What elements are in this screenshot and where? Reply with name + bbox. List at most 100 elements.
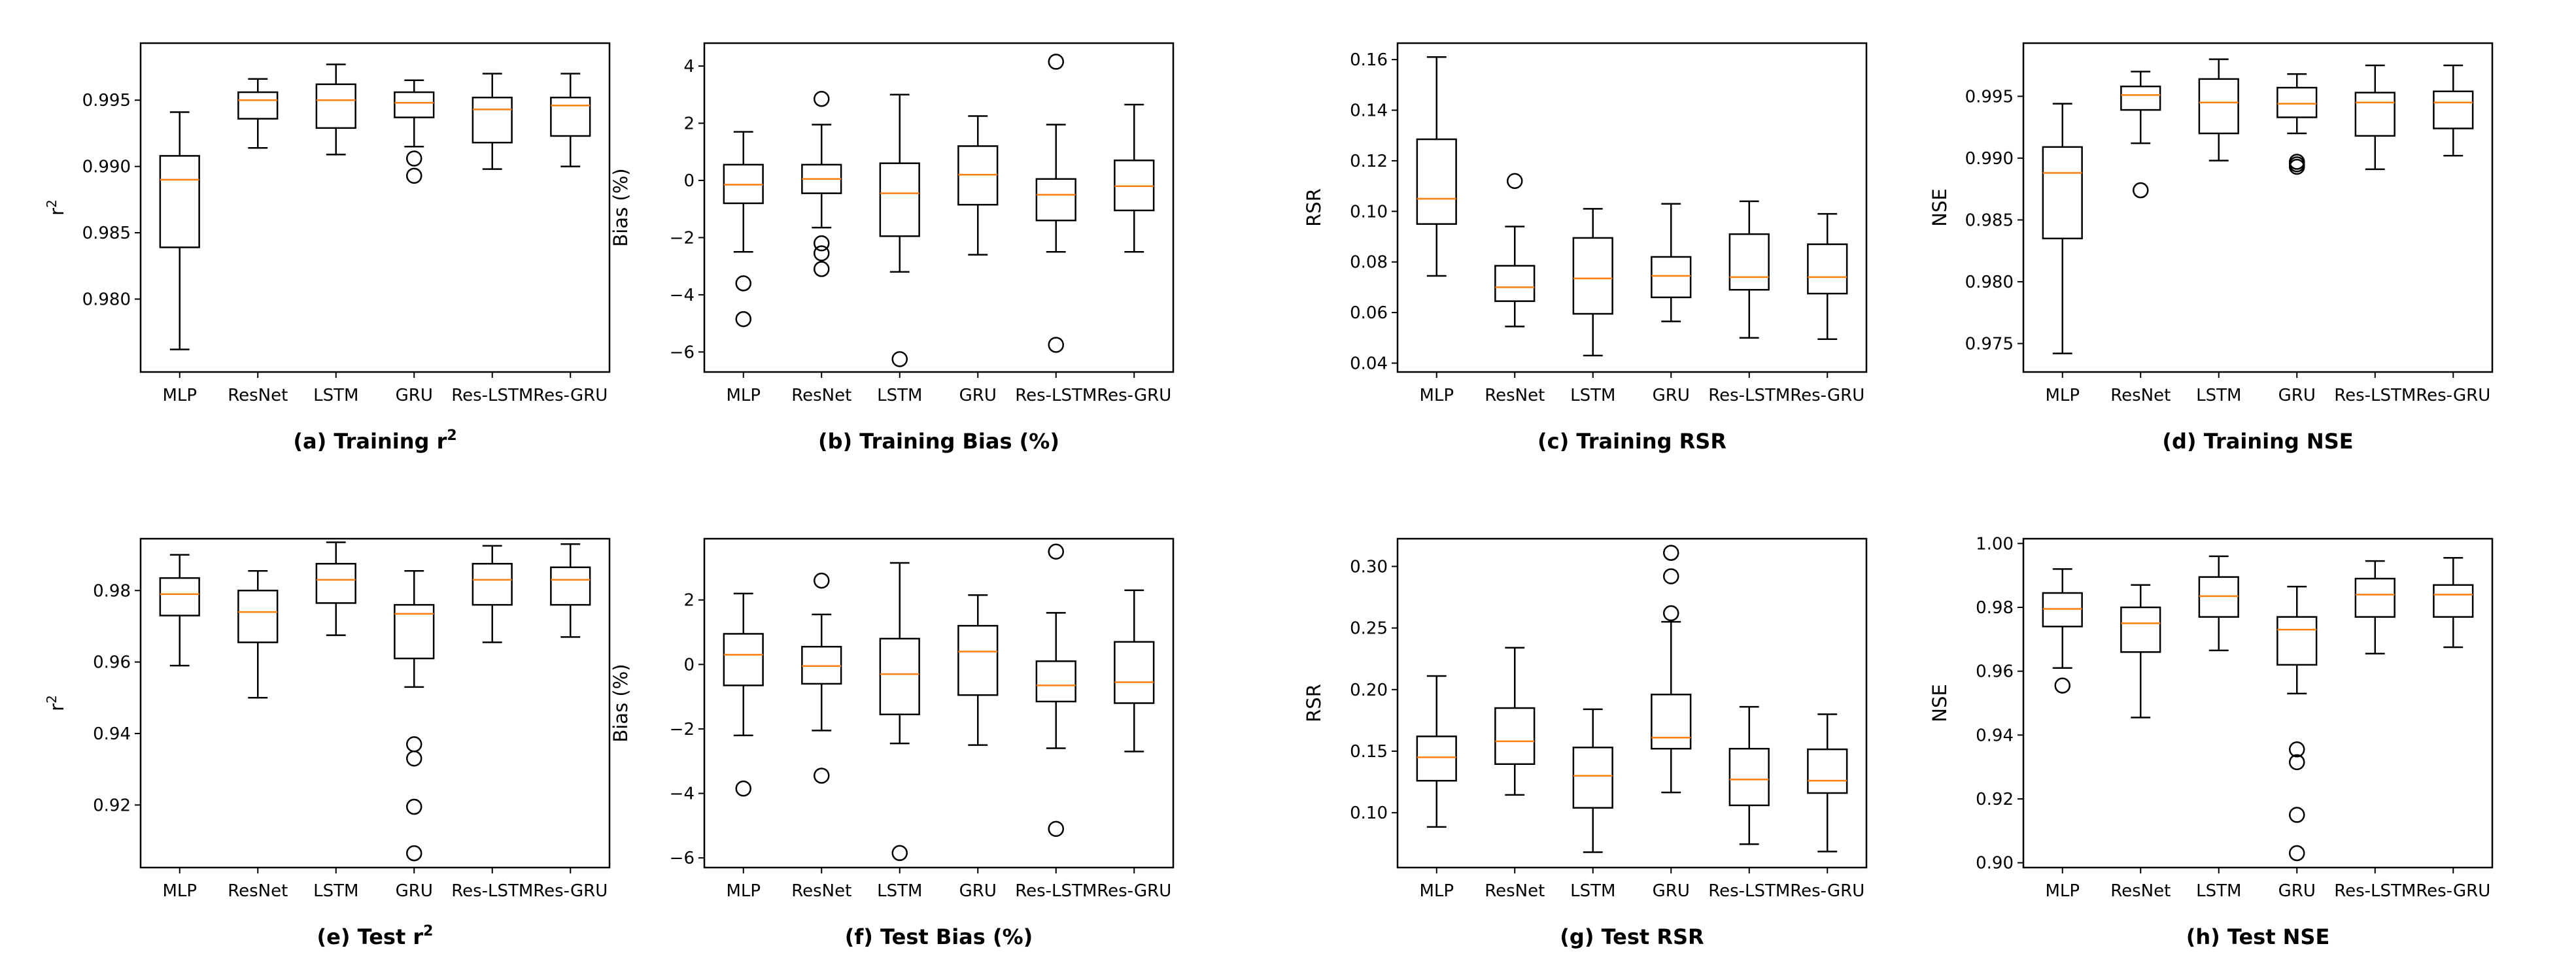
y-axis-label: Bias (%) xyxy=(610,664,632,742)
x-tick-label: ResNet xyxy=(2110,881,2171,901)
iqr-box xyxy=(2120,606,2161,653)
iqr-box xyxy=(315,563,356,604)
iqr-box xyxy=(1035,178,1076,222)
y-axis-label-text: r xyxy=(46,703,68,711)
box-res-lstm xyxy=(472,545,513,643)
y-axis-label: RSR xyxy=(1303,684,1325,722)
box-gru xyxy=(1651,545,1692,794)
box-gru xyxy=(957,115,999,256)
y-tick-label: 0 xyxy=(683,171,695,191)
box-res-lstm xyxy=(2354,64,2396,171)
y-axis-label-superscript: 2 xyxy=(44,695,60,703)
box-mlp xyxy=(159,111,200,350)
y-tick-label: 0.14 xyxy=(1350,101,1388,121)
outlier-point xyxy=(406,736,422,752)
y-tick-label: 0.30 xyxy=(1350,557,1388,577)
box-resnet xyxy=(801,572,842,784)
x-tick-label: MLP xyxy=(2045,881,2080,901)
x-tick-label: ResNet xyxy=(1485,386,1545,405)
panel-caption: (b) Training Bias (%) xyxy=(818,429,1059,454)
iqr-box xyxy=(315,83,356,129)
x-tick-label: ResNet xyxy=(2110,386,2171,405)
y-tick-label: 0.975 xyxy=(1965,335,2014,354)
y-tick-label: 0.98 xyxy=(93,581,131,601)
iqr-box xyxy=(550,96,591,137)
axes-frame xyxy=(1396,537,1868,869)
outlier-point xyxy=(735,275,751,292)
y-tick-label: 0.20 xyxy=(1350,681,1388,700)
iqr-box xyxy=(1572,747,1613,809)
x-tick-label: Res-GRU xyxy=(1790,881,1864,901)
y-tick-label: 0.98 xyxy=(1976,598,2014,618)
panel-caption: (c) Training RSR xyxy=(1537,429,1726,454)
iqr-box xyxy=(472,96,513,144)
x-tick-label: MLP xyxy=(726,881,761,901)
y-tick-label: 0 xyxy=(683,655,695,675)
y-tick-label: 0.10 xyxy=(1350,202,1388,222)
x-tick-label: MLP xyxy=(1419,386,1454,405)
y-axis-label: NSE xyxy=(1929,684,1951,722)
y-tick-label: 0.96 xyxy=(1976,662,2014,682)
y-axis-label-superscript: 2 xyxy=(44,199,60,208)
panel-f: MLP ResNet LSTM GRU Res-LSTM Res-GRU −6 −4 −2 0 2 B… xyxy=(610,537,1175,949)
iqr-box xyxy=(1494,707,1536,766)
box-res-lstm xyxy=(2354,560,2396,655)
x-tick-label: Res-LSTM xyxy=(1708,881,1790,901)
box-lstm xyxy=(2198,555,2239,652)
y-tick-label: 0.980 xyxy=(1965,273,2014,292)
panel-e: MLP ResNet LSTM GRU Res-LSTM Res-GRU 0.92 0.94 0… xyxy=(44,537,611,949)
x-tick-label: Res-GRU xyxy=(2416,386,2490,405)
iqr-box xyxy=(159,577,200,617)
iqr-box xyxy=(879,162,920,237)
axes-frame xyxy=(139,537,611,869)
y-axis-label-text: Bias (%) xyxy=(610,168,632,246)
iqr-box xyxy=(159,155,200,248)
y-tick-label: 0.94 xyxy=(93,724,131,744)
box-gru xyxy=(2276,586,2318,862)
panel-caption: (e) Test r2 xyxy=(317,923,434,949)
box-mlp xyxy=(159,554,200,667)
x-tick-label: LSTM xyxy=(313,881,358,901)
iqr-box xyxy=(394,603,435,660)
iqr-box xyxy=(472,563,513,606)
x-tick-label: MLP xyxy=(1419,881,1454,901)
x-tick-label: ResNet xyxy=(791,386,851,405)
outlier-point xyxy=(1663,568,1679,584)
box-lstm xyxy=(2198,58,2239,161)
y-tick-label: 0.990 xyxy=(1965,149,2014,169)
box-mlp xyxy=(1416,675,1457,828)
iqr-box xyxy=(2433,90,2474,129)
iqr-box xyxy=(1035,660,1076,703)
y-axis-label-text: NSE xyxy=(1929,684,1951,722)
box-resnet xyxy=(1494,173,1536,328)
panel-c: MLP ResNet LSTM GRU Res-LSTM Res-GRU 0.04 0.06 0… xyxy=(1303,42,1868,454)
outlier-point xyxy=(1663,605,1679,622)
y-tick-label: 0.12 xyxy=(1350,152,1388,171)
x-tick-label: Res-LSTM xyxy=(451,881,533,901)
y-tick-label: 0.92 xyxy=(1976,790,2014,809)
outlier-point xyxy=(735,780,751,797)
box-lstm xyxy=(1572,708,1613,853)
axes-frame xyxy=(139,42,611,373)
box-resnet xyxy=(237,569,279,699)
y-tick-label: 1.00 xyxy=(1976,534,2014,554)
iqr-box xyxy=(2276,86,2318,118)
y-axis-label-text: r xyxy=(46,208,68,216)
x-tick-label: GRU xyxy=(396,386,433,405)
panel-caption-text: (c) Training RSR xyxy=(1537,429,1726,454)
panel-caption-superscript: 2 xyxy=(423,923,433,939)
box-res-gru xyxy=(1807,713,1848,853)
box-res-lstm xyxy=(1728,705,1770,845)
box-res-gru xyxy=(1114,103,1155,253)
panel-caption: (h) Test NSE xyxy=(2186,924,2330,949)
iqr-box xyxy=(2433,584,2474,618)
iqr-box xyxy=(1416,735,1457,782)
iqr-box xyxy=(2198,78,2239,135)
box-lstm xyxy=(879,562,920,862)
y-tick-label: 0.980 xyxy=(82,290,131,309)
outlier-point xyxy=(814,768,830,784)
y-axis-label-text: NSE xyxy=(1929,188,1951,226)
iqr-box xyxy=(2276,616,2318,666)
panel-caption: (a) Training r2 xyxy=(293,428,456,454)
box-gru xyxy=(394,79,435,184)
